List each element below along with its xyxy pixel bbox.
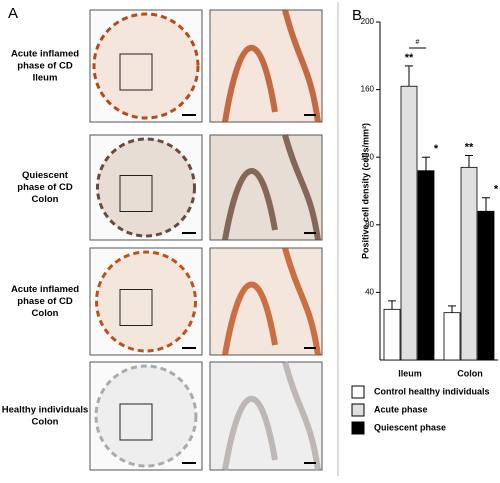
tissue-detail xyxy=(222,9,321,123)
legend-label: Quiescent phase xyxy=(374,422,446,432)
bar xyxy=(460,166,478,361)
significance: * xyxy=(434,143,439,155)
x-tick-label: Colon xyxy=(457,368,483,378)
bar xyxy=(383,308,401,361)
row-label: phase of CD xyxy=(17,182,73,193)
x-tick-label: Ileum xyxy=(398,368,422,378)
row-label: Healthy individuals xyxy=(2,405,89,416)
legend-swatch xyxy=(351,385,365,399)
legend-swatch xyxy=(351,403,365,417)
row-label: Colon xyxy=(32,308,59,319)
tissue-detail xyxy=(222,247,321,356)
significance: ** xyxy=(405,52,414,64)
inset-box xyxy=(119,289,153,326)
tissue-detail xyxy=(222,361,321,471)
row-label: Acute inflamed xyxy=(11,284,79,295)
tissue-core xyxy=(94,364,198,468)
y-tick-label: 200 xyxy=(361,17,375,26)
row-label: phase of CD xyxy=(17,61,73,72)
bar xyxy=(417,170,435,361)
bar xyxy=(400,85,418,361)
inset-box xyxy=(119,403,153,441)
y-axis-label: Positive cell density (cells/mm²) xyxy=(360,123,370,259)
y-tick-label: 80 xyxy=(365,220,374,229)
row-label: Acute inflamed xyxy=(11,49,79,60)
inset-box xyxy=(119,175,153,212)
y-tick-label: 160 xyxy=(361,85,375,94)
bar xyxy=(477,210,495,361)
row-label: Colon xyxy=(32,417,59,428)
row-label: Ileum xyxy=(33,73,58,84)
legend-label: Acute phase xyxy=(374,404,428,414)
annotation: # xyxy=(416,39,420,46)
tissue-detail xyxy=(222,134,321,241)
micrographs xyxy=(89,9,323,471)
panel-label: A xyxy=(8,5,18,22)
row-label: Colon xyxy=(32,194,59,205)
legend-label: Control healthy individuals xyxy=(374,386,490,396)
tissue-core xyxy=(95,250,197,353)
inset-box xyxy=(119,53,153,91)
tissue-core xyxy=(96,137,196,238)
y-tick-label: 40 xyxy=(365,288,374,297)
panel-label: B xyxy=(352,7,362,24)
bar xyxy=(443,312,461,361)
legend-swatch xyxy=(351,421,365,435)
row-label: Quiescent xyxy=(22,170,69,181)
tissue-core xyxy=(92,12,200,120)
y-tick-label: 120 xyxy=(361,152,375,161)
row-label: phase of CD xyxy=(17,296,73,307)
significance: * xyxy=(494,184,499,196)
significance: ** xyxy=(465,141,474,153)
